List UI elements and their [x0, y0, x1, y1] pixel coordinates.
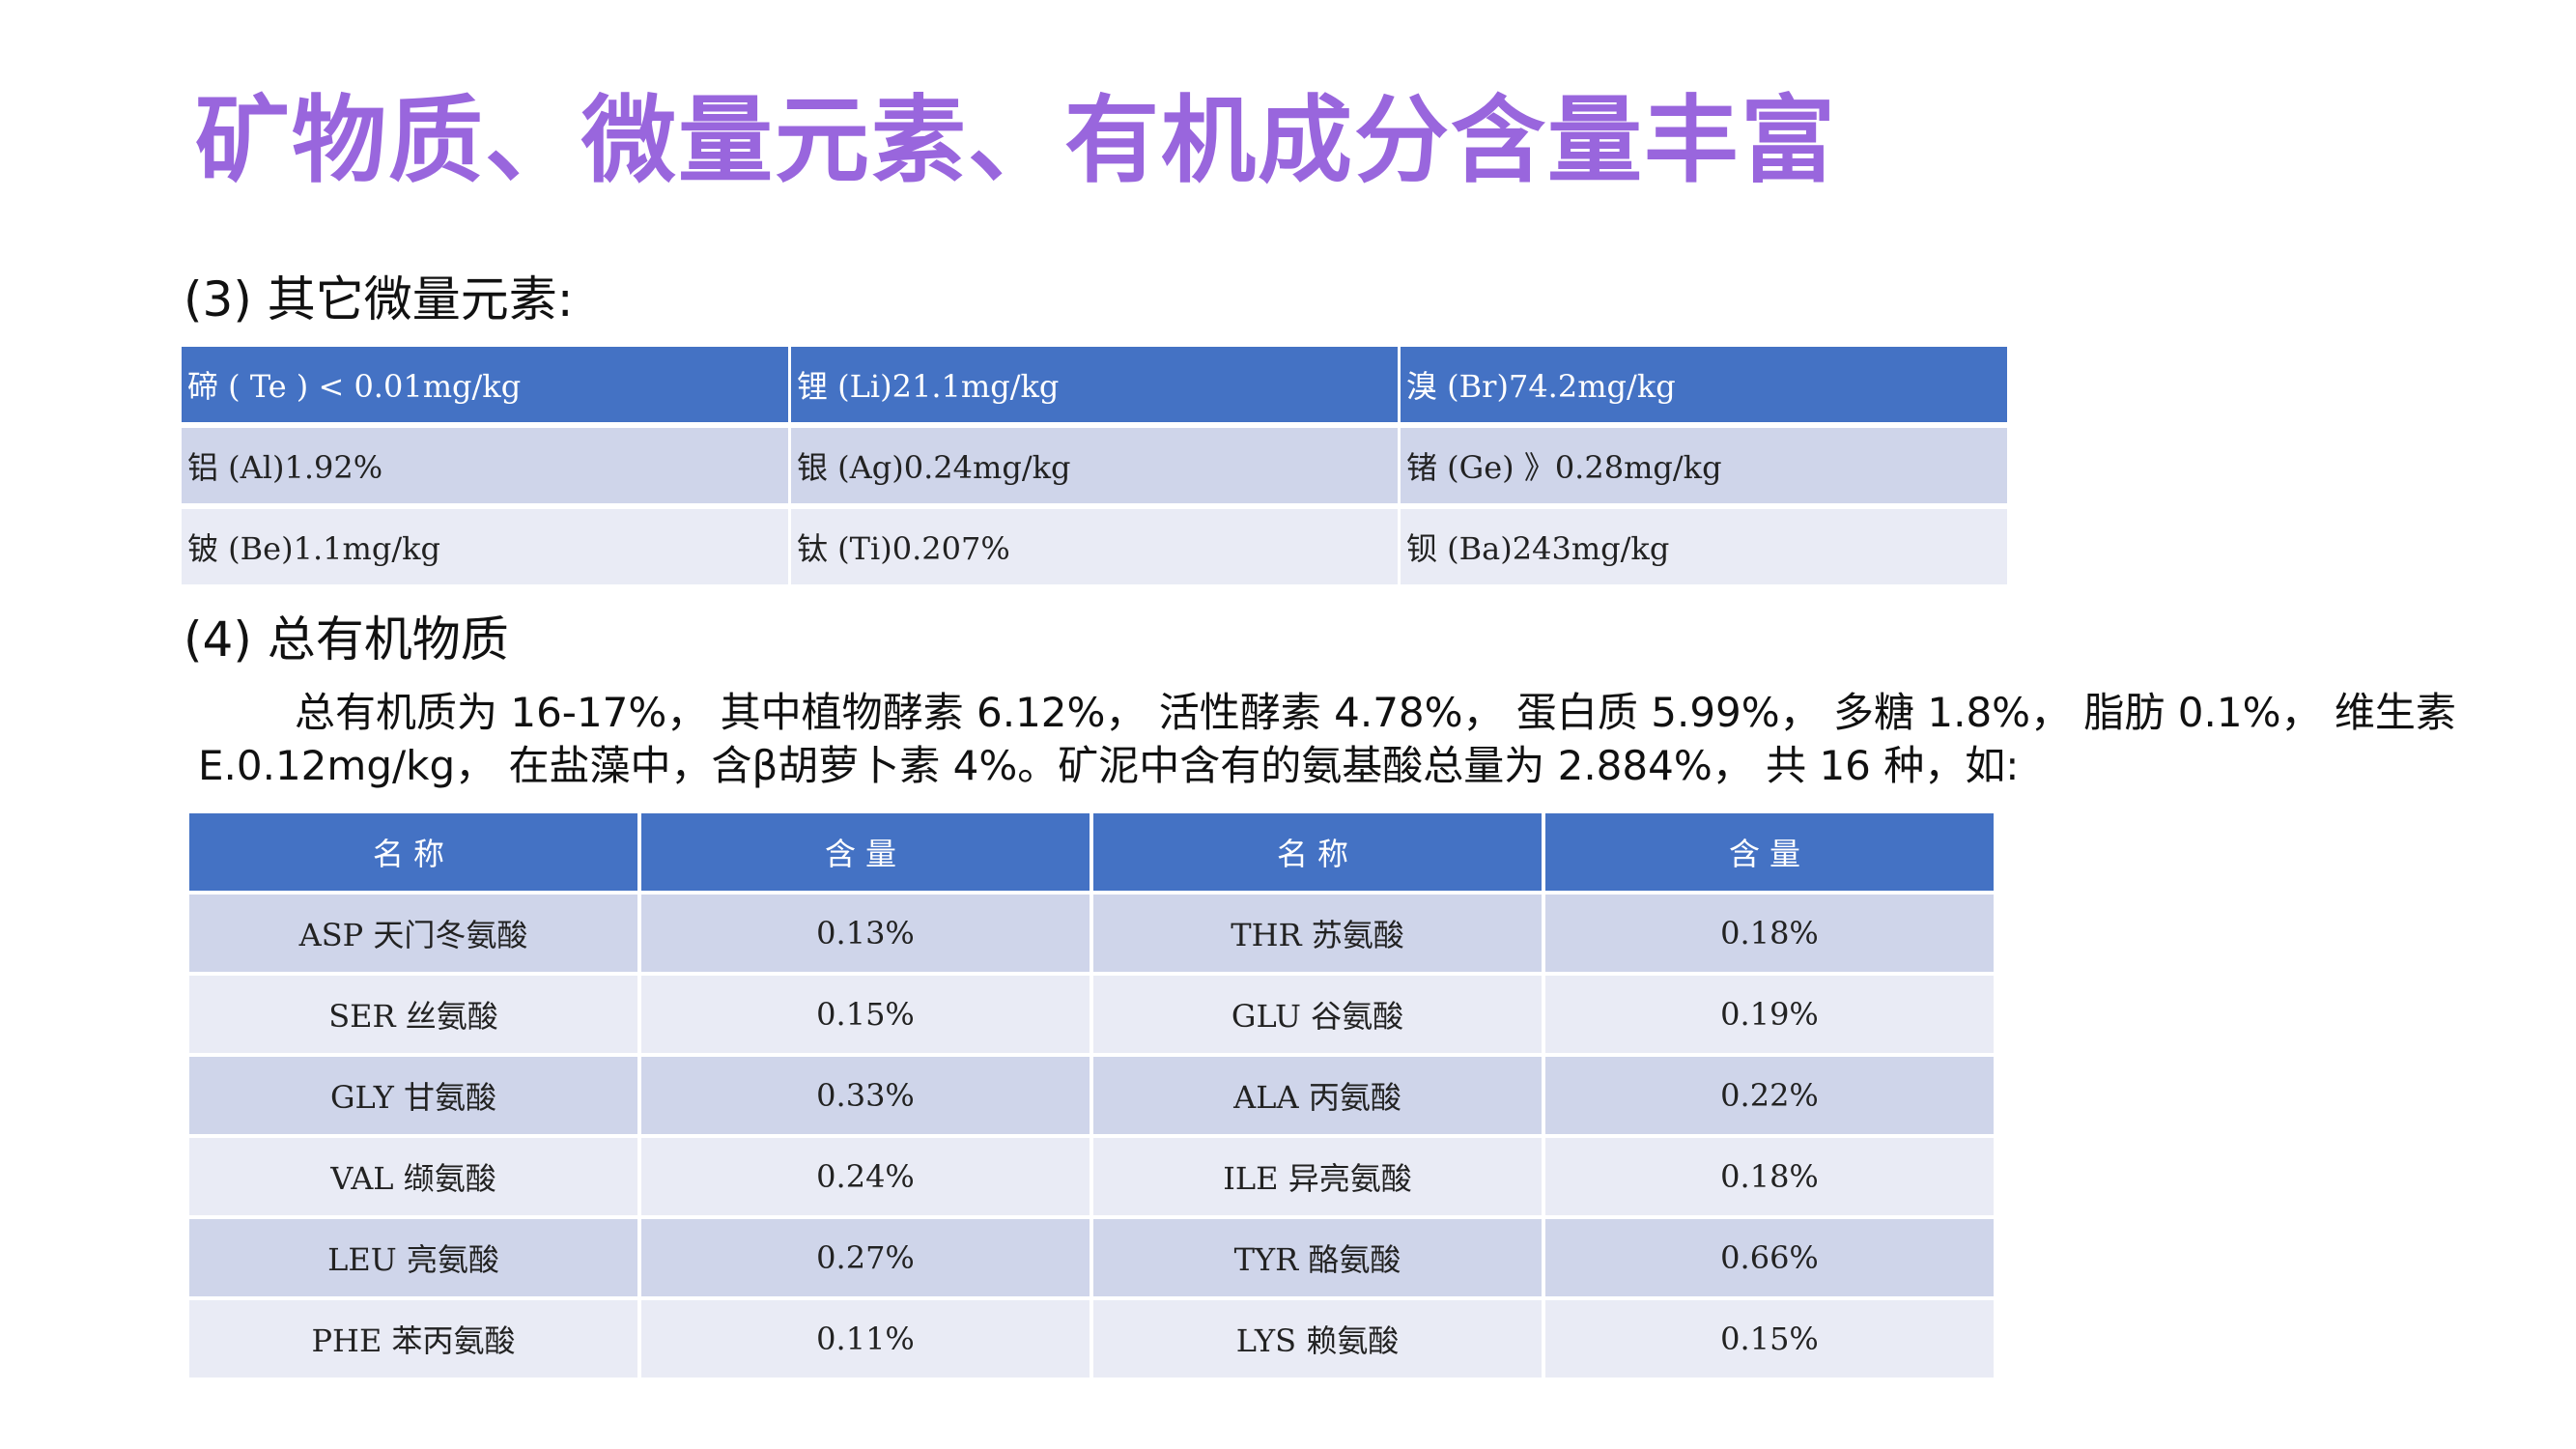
table-cell: GLY 甘氨酸 [189, 1057, 637, 1134]
table-cell: 0.13% [641, 895, 1090, 972]
column-header: 名称 [1093, 813, 1542, 891]
section-4-heading: (4) 总有机物质 [184, 611, 509, 668]
table-cell: 0.22% [1545, 1057, 1994, 1134]
organic-matter-paragraph: 总有机质为 16-17%， 其中植物酵素 6.12%， 活性酵素 4.78%， … [198, 686, 2456, 792]
table-row: PHE 苯丙氨酸 0.11% LYS 赖氨酸 0.15% [189, 1300, 1994, 1378]
table-cell: ASP 天门冬氨酸 [189, 895, 637, 972]
table-row: LEU 亮氨酸 0.27% TYR 酪氨酸 0.66% [189, 1219, 1994, 1296]
table-cell: 0.33% [641, 1057, 1090, 1134]
table-row: 铝 (Al)1.92% 银 (Ag)0.24mg/kg 锗 (Ge) 》0.28… [182, 428, 2007, 503]
table-cell: 0.27% [641, 1219, 1090, 1296]
column-header: 含量 [641, 813, 1090, 891]
table-cell: 0.24% [641, 1138, 1090, 1215]
table-cell: 0.11% [641, 1300, 1090, 1378]
table-cell: LEU 亮氨酸 [189, 1219, 637, 1296]
table-cell: 0.66% [1545, 1219, 1994, 1296]
table-cell: TYR 酪氨酸 [1093, 1219, 1542, 1296]
trace-elements-table: 碲 ( Te ) < 0.01mg/kg 锂 (Li)21.1mg/kg 溴 (… [179, 341, 2010, 590]
table-cell: 钛 (Ti)0.207% [791, 509, 1398, 584]
table-cell: 0.18% [1545, 1138, 1994, 1215]
table-cell: 铝 (Al)1.92% [182, 428, 788, 503]
paragraph-line: 总有机质为 16-17%， 其中植物酵素 6.12%， 活性酵素 4.78%， … [295, 689, 2456, 736]
table-cell: 0.15% [1545, 1300, 1994, 1378]
table-cell: THR 苏氨酸 [1093, 895, 1542, 972]
table-row: 铍 (Be)1.1mg/kg 钛 (Ti)0.207% 钡 (Ba)243mg/… [182, 509, 2007, 584]
paragraph-line: E.0.12mg/kg， 在盐藻中，含β胡萝卜素 4%。矿泥中含有的氨基酸总量为… [198, 742, 2020, 789]
table-row: GLY 甘氨酸 0.33% ALA 丙氨酸 0.22% [189, 1057, 1994, 1134]
table-cell: VAL 缬氨酸 [189, 1138, 637, 1215]
amino-acid-table: 名称 含量 名称 含量 ASP 天门冬氨酸 0.13% THR 苏氨酸 0.18… [185, 810, 1997, 1381]
column-header: 名称 [189, 813, 637, 891]
table-cell: 溴 (Br)74.2mg/kg [1401, 347, 2007, 422]
table-cell: SER 丝氨酸 [189, 976, 637, 1053]
table-cell: 0.18% [1545, 895, 1994, 972]
table-cell: 银 (Ag)0.24mg/kg [791, 428, 1398, 503]
table-row: ASP 天门冬氨酸 0.13% THR 苏氨酸 0.18% [189, 895, 1994, 972]
table-cell: 0.19% [1545, 976, 1994, 1053]
table-cell: PHE 苯丙氨酸 [189, 1300, 637, 1378]
table-cell: LYS 赖氨酸 [1093, 1300, 1542, 1378]
table-cell: 铍 (Be)1.1mg/kg [182, 509, 788, 584]
table-cell: GLU 谷氨酸 [1093, 976, 1542, 1053]
table-cell: 碲 ( Te ) < 0.01mg/kg [182, 347, 788, 422]
table-header-row: 名称 含量 名称 含量 [189, 813, 1994, 891]
table-row: VAL 缬氨酸 0.24% ILE 异亮氨酸 0.18% [189, 1138, 1994, 1215]
section-3-heading: (3) 其它微量元素: [184, 271, 574, 327]
page-title: 矿物质、微量元素、有机成分含量丰富 [195, 86, 1838, 196]
table-row: 碲 ( Te ) < 0.01mg/kg 锂 (Li)21.1mg/kg 溴 (… [182, 347, 2007, 422]
table-cell: ILE 异亮氨酸 [1093, 1138, 1542, 1215]
table-cell: ALA 丙氨酸 [1093, 1057, 1542, 1134]
column-header: 含量 [1545, 813, 1994, 891]
table-cell: 锂 (Li)21.1mg/kg [791, 347, 1398, 422]
table-cell: 0.15% [641, 976, 1090, 1053]
table-cell: 钡 (Ba)243mg/kg [1401, 509, 2007, 584]
table-cell: 锗 (Ge) 》0.28mg/kg [1401, 428, 2007, 503]
table-row: SER 丝氨酸 0.15% GLU 谷氨酸 0.19% [189, 976, 1994, 1053]
